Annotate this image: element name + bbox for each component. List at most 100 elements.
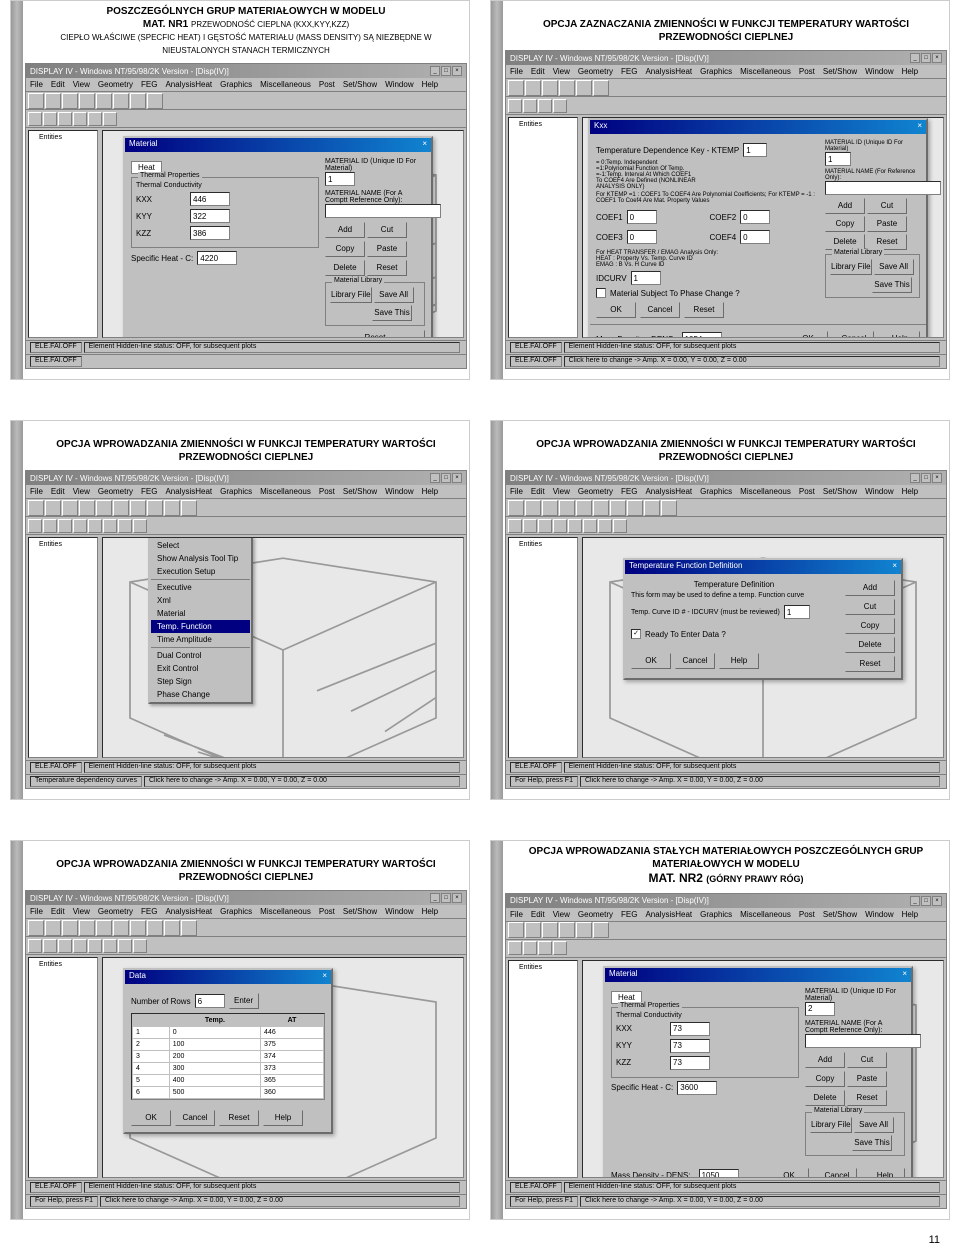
tool-btn[interactable] bbox=[79, 500, 95, 516]
menu-item[interactable]: Set/Show bbox=[823, 487, 857, 496]
tool-btn[interactable] bbox=[523, 519, 537, 533]
tool-btn[interactable] bbox=[130, 920, 146, 936]
data-table[interactable]: Temp.AT 10446 2100375 3200374 4300373 54… bbox=[131, 1013, 325, 1100]
tool-btn[interactable] bbox=[113, 920, 129, 936]
input-kxx[interactable] bbox=[190, 192, 230, 206]
input-md[interactable] bbox=[699, 1169, 739, 1178]
tool-btn[interactable] bbox=[593, 922, 609, 938]
tool-btn[interactable] bbox=[58, 112, 72, 126]
input-matid[interactable] bbox=[325, 172, 355, 186]
tool-btn[interactable] bbox=[538, 941, 552, 955]
reset-button[interactable]: Reset bbox=[367, 260, 407, 276]
tool-btn[interactable] bbox=[73, 939, 87, 953]
tree-root[interactable]: Entities bbox=[31, 960, 95, 969]
input-matname[interactable] bbox=[325, 204, 441, 218]
menu-item[interactable]: FEG bbox=[621, 67, 637, 76]
tool-btn[interactable] bbox=[164, 500, 180, 516]
tool-btn[interactable] bbox=[559, 922, 575, 938]
tool-btn[interactable] bbox=[96, 920, 112, 936]
menu-item[interactable]: File bbox=[30, 907, 43, 916]
menu-item[interactable]: Help bbox=[902, 67, 918, 76]
menu-item[interactable]: FEG bbox=[141, 907, 157, 916]
menu-item[interactable]: Edit bbox=[531, 487, 545, 496]
ok-button[interactable]: OK bbox=[631, 653, 671, 669]
cancel-button[interactable]: Cancel bbox=[817, 1168, 857, 1178]
close-icon[interactable]: × bbox=[932, 53, 942, 63]
menu-item[interactable]: Help bbox=[902, 487, 918, 496]
savethis-button[interactable]: Save This bbox=[852, 1135, 892, 1151]
tool-btn[interactable] bbox=[553, 99, 567, 113]
help-button[interactable]: Help bbox=[865, 1168, 905, 1178]
input-tdk[interactable] bbox=[743, 143, 767, 157]
menu-item[interactable]: Help bbox=[902, 910, 918, 919]
menu-exec[interactable]: Execution Setup bbox=[151, 565, 250, 578]
reset-button[interactable]: Reset bbox=[219, 1110, 259, 1126]
tool-btn[interactable] bbox=[73, 519, 87, 533]
menu-item[interactable]: Help bbox=[422, 907, 438, 916]
tool-btn[interactable] bbox=[181, 500, 197, 516]
tool-btn[interactable] bbox=[113, 93, 129, 109]
tool-btn[interactable] bbox=[88, 519, 102, 533]
savethis-button[interactable]: Save This bbox=[372, 305, 412, 321]
tool-btn[interactable] bbox=[62, 93, 78, 109]
input-kzz[interactable] bbox=[670, 1056, 710, 1070]
tool-btn[interactable] bbox=[553, 941, 567, 955]
max-icon[interactable]: □ bbox=[441, 473, 451, 483]
menu-item[interactable]: File bbox=[510, 910, 523, 919]
tool-btn[interactable] bbox=[28, 93, 44, 109]
tool-btn[interactable] bbox=[593, 500, 609, 516]
max-icon[interactable]: □ bbox=[921, 896, 931, 906]
cut-button[interactable]: Cut bbox=[847, 1052, 887, 1068]
menu-setshow[interactable]: Set/Show bbox=[343, 80, 377, 89]
tool-btn[interactable] bbox=[542, 80, 558, 96]
tree-root[interactable]: Entities bbox=[31, 540, 95, 549]
menu-item[interactable]: Graphics bbox=[700, 487, 732, 496]
input-matname2[interactable] bbox=[825, 181, 941, 195]
tool-btn[interactable] bbox=[28, 500, 44, 516]
reset-button[interactable]: Reset bbox=[845, 656, 895, 672]
tool-btn[interactable] bbox=[58, 519, 72, 533]
tool-btn[interactable] bbox=[508, 500, 524, 516]
menu-item[interactable]: View bbox=[553, 67, 570, 76]
tool-btn[interactable] bbox=[644, 500, 660, 516]
menu-item[interactable]: Geometry bbox=[98, 487, 133, 496]
menu-dual[interactable]: Dual Control bbox=[151, 649, 250, 662]
tool-btn[interactable] bbox=[525, 922, 541, 938]
add-button[interactable]: Add bbox=[325, 222, 365, 238]
tool-btn[interactable] bbox=[542, 500, 558, 516]
tool-btn[interactable] bbox=[508, 941, 522, 955]
menu-item[interactable]: AnalysisHeat bbox=[645, 910, 692, 919]
menu-item[interactable]: Miscellaneous bbox=[260, 487, 311, 496]
menu-graphics[interactable]: Graphics bbox=[220, 80, 252, 89]
saveall-button[interactable]: Save All bbox=[374, 287, 414, 303]
menu-item[interactable]: Post bbox=[799, 487, 815, 496]
menu-item[interactable]: AnalysisHeat bbox=[165, 907, 212, 916]
tool-btn[interactable] bbox=[661, 500, 677, 516]
tool-btn[interactable] bbox=[576, 922, 592, 938]
viewport[interactable]: Material× Heat Thermal Properties Therma… bbox=[582, 960, 944, 1178]
menu-item[interactable]: AnalysisHeat bbox=[645, 67, 692, 76]
menu-phase[interactable]: Phase Change bbox=[151, 688, 250, 701]
tool-btn[interactable] bbox=[568, 519, 582, 533]
menu-item[interactable]: FEG bbox=[621, 487, 637, 496]
close-icon[interactable]: × bbox=[452, 473, 462, 483]
menu-item[interactable]: Miscellaneous bbox=[260, 907, 311, 916]
menu-item[interactable]: Graphics bbox=[220, 487, 252, 496]
menu-item[interactable]: Graphics bbox=[700, 910, 732, 919]
dlg-close-icon[interactable]: × bbox=[892, 561, 897, 573]
help-button[interactable]: Help bbox=[719, 653, 759, 669]
menu-item[interactable]: Help bbox=[422, 487, 438, 496]
input-kxx[interactable] bbox=[670, 1022, 710, 1036]
tool-btn[interactable] bbox=[79, 920, 95, 936]
menu-exit[interactable]: Exit Control bbox=[151, 662, 250, 675]
menu-item[interactable]: Post bbox=[319, 907, 335, 916]
input-kyy[interactable] bbox=[190, 209, 230, 223]
paste-button[interactable]: Paste bbox=[847, 1071, 887, 1087]
menu-feg[interactable]: FEG bbox=[141, 80, 157, 89]
tool-btn[interactable] bbox=[613, 519, 627, 533]
cancel2-button[interactable]: Cancel bbox=[834, 331, 874, 338]
menu-item[interactable]: Graphics bbox=[700, 67, 732, 76]
tool-btn[interactable] bbox=[62, 500, 78, 516]
input-sh[interactable] bbox=[677, 1081, 717, 1095]
input-nrows[interactable] bbox=[195, 994, 225, 1008]
